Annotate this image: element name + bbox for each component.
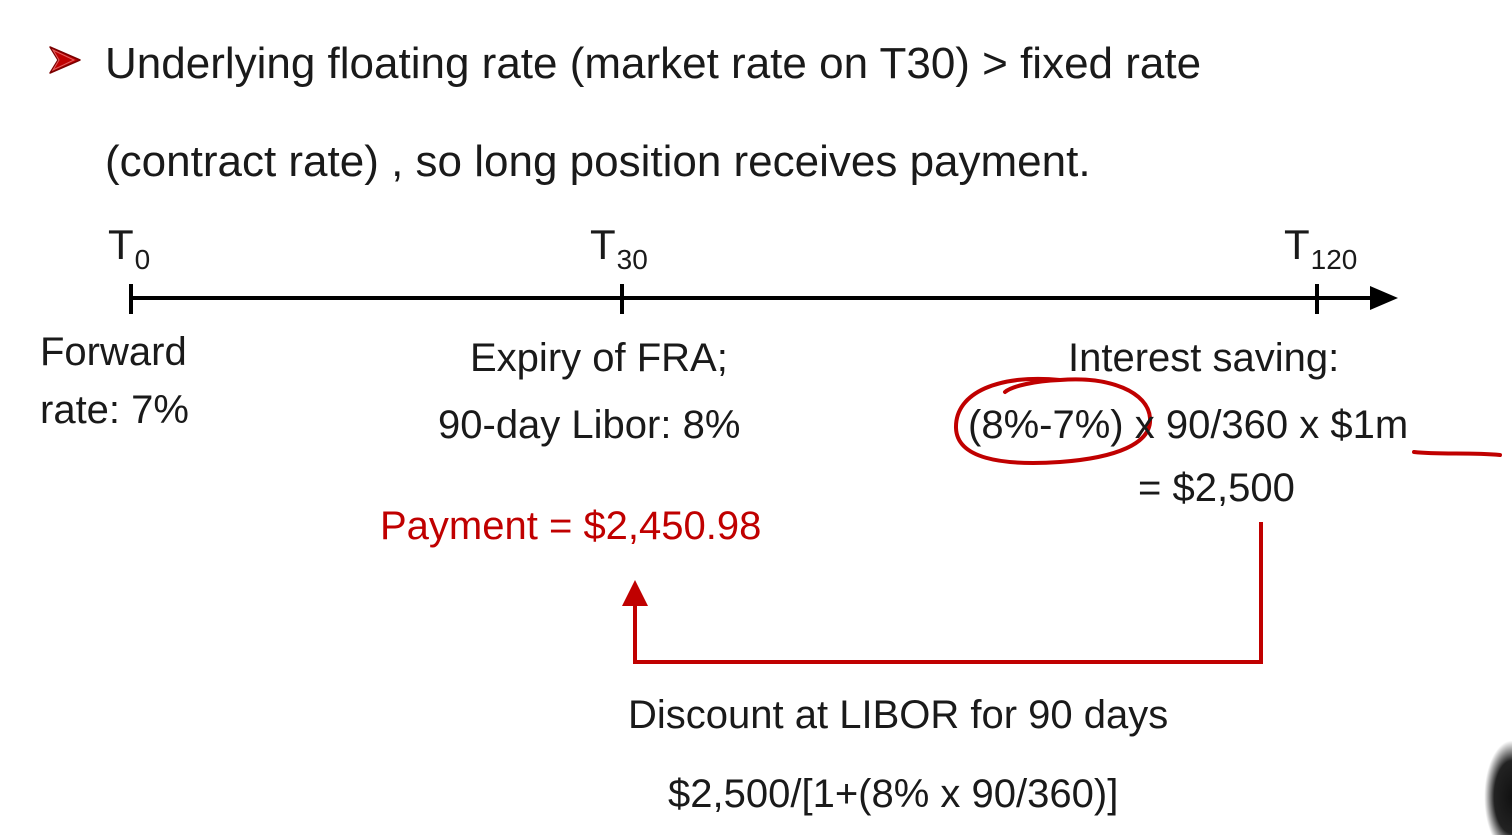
timeline-label-t120: T120	[1284, 221, 1358, 275]
circled-rate-difference: (8%-7%)	[968, 403, 1124, 447]
headline-line-1: Underlying floating rate (market rate on…	[105, 39, 1202, 88]
discount-line-2: $2,500/[1+(8% x 90/360)]	[668, 772, 1119, 816]
discount-line-1: Discount at LIBOR for 90 days	[628, 693, 1169, 737]
t30-note-line-2: 90-day Libor: 8%	[438, 403, 741, 447]
t120-result: = $2,500	[1138, 466, 1295, 510]
t120-formula: (8%-7%) x 90/360 x $1m	[968, 405, 1408, 445]
timeline-label-t0: T0	[108, 221, 151, 275]
arrow-bullet-icon	[49, 46, 81, 74]
presenter-edge	[1484, 740, 1512, 835]
payment-amount: Payment = $2,450.98	[380, 504, 762, 548]
t30-note-line-1: Expiry of FRA;	[470, 336, 728, 380]
t0-note-line-2: rate: 7%	[40, 388, 189, 432]
timeline-arrowhead	[1370, 286, 1398, 310]
notional-amount: $1m	[1330, 403, 1409, 447]
headline-line-2: (contract rate) , so long position recei…	[105, 137, 1091, 186]
t120-note-line-1: Interest saving:	[1068, 336, 1340, 380]
timeline-axis	[129, 284, 1398, 314]
discount-connector-arrow	[622, 522, 1263, 664]
timeline-label-t30: T30	[590, 221, 648, 275]
underline-annotation	[1412, 450, 1502, 457]
formula-rest: x 90/360 x	[1123, 403, 1331, 447]
circle-annotation	[953, 376, 1153, 465]
t0-note-line-1: Forward	[40, 330, 187, 374]
